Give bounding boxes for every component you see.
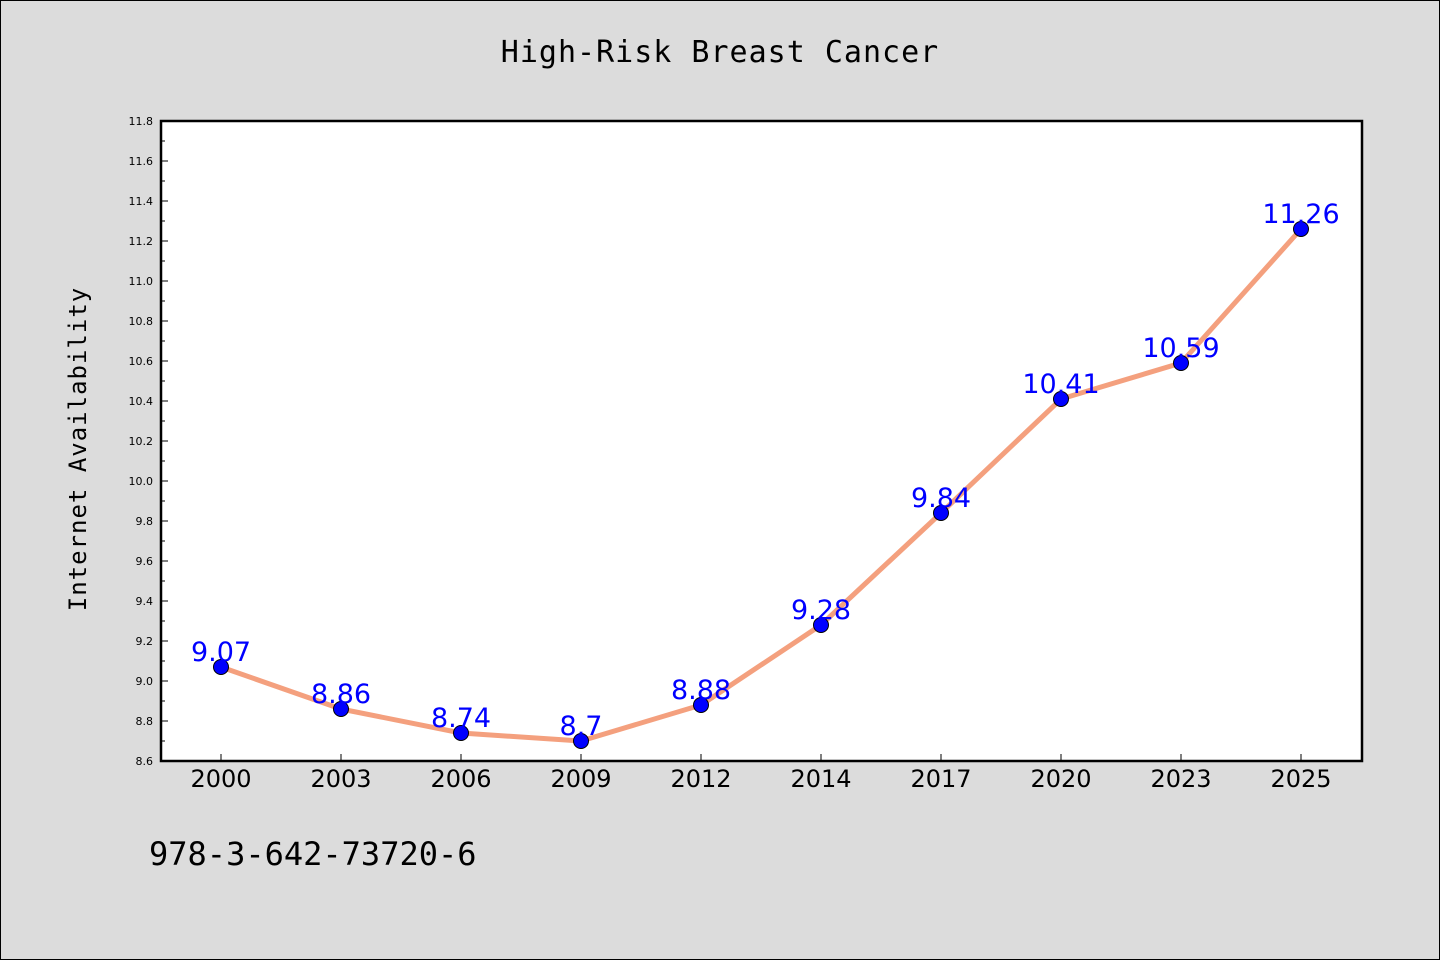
chart-title: High-Risk Breast Cancer <box>500 35 940 70</box>
y-tick-label: 11.6 <box>129 155 154 168</box>
y-tick-label: 11.8 <box>129 115 154 128</box>
x-tick-label: 2017 <box>910 765 971 793</box>
y-tick-label: 10.2 <box>129 435 154 448</box>
data-label: 9.84 <box>911 483 971 514</box>
x-tick-label: 2014 <box>790 765 851 793</box>
x-axis: 2000 2003 2006 2009 2012 2014 2017 2020 2023 2025 <box>190 754 1332 793</box>
data-point <box>213 659 229 675</box>
footnote-isbn: 978-3-642-73720-6 <box>149 835 477 873</box>
x-tick-label: 2023 <box>1150 765 1211 793</box>
y-tick-label: 10.8 <box>129 315 154 328</box>
y-tick-label: 10.4 <box>129 395 154 408</box>
y-tick-label: 11.4 <box>129 195 154 208</box>
y-axis-label: Internet Availability <box>64 287 92 611</box>
y-tick-label: 9.0 <box>136 675 154 688</box>
plot-area <box>159 119 1364 763</box>
y-axis: 8.6 8.8 9.0 9.2 9.4 9.6 9.8 10.0 10.2 10.4 10.6 10.… <box>129 115 168 768</box>
series-line-path <box>218 226 1304 744</box>
x-tick-label: 2000 <box>190 765 251 793</box>
data-label: 9.07 <box>191 637 251 668</box>
data-point <box>333 701 349 717</box>
data-point <box>1053 391 1069 407</box>
data-point <box>813 617 829 633</box>
data-label: 10.41 <box>1022 369 1099 400</box>
data-label: 11.26 <box>1262 199 1339 230</box>
x-tick-label: 2012 <box>670 765 731 793</box>
data-labels: 9.07 8.86 8.74 8.7 8.88 9.28 9.84 10.41 10.59 11.… <box>191 199 1340 742</box>
y-tick-label: 10.0 <box>129 475 154 488</box>
series-points <box>213 221 1309 749</box>
data-label: 8.88 <box>671 675 731 706</box>
data-label: 9.28 <box>791 595 851 626</box>
data-point <box>453 725 469 741</box>
data-label: 10.59 <box>1142 333 1219 364</box>
y-tick-label: 9.2 <box>136 635 154 648</box>
data-label: 8.74 <box>431 703 491 734</box>
x-tick-label: 2006 <box>430 765 491 793</box>
series-line <box>218 226 1304 744</box>
y-tick-label: 11.2 <box>129 235 154 248</box>
y-tick-label: 11.0 <box>129 275 154 288</box>
data-point <box>693 697 709 713</box>
y-tick-label: 10.6 <box>129 355 154 368</box>
data-point <box>933 505 949 521</box>
x-tick-label: 2009 <box>550 765 611 793</box>
data-label: 8.86 <box>311 679 371 710</box>
x-tick-label: 2003 <box>310 765 371 793</box>
data-point <box>1293 221 1309 237</box>
y-tick-label: 8.8 <box>136 715 154 728</box>
y-tick-label: 8.6 <box>136 755 154 768</box>
x-tick-label: 2020 <box>1030 765 1091 793</box>
data-point <box>573 733 589 749</box>
y-tick-label: 9.8 <box>136 515 154 528</box>
x-tick-label: 2025 <box>1270 765 1331 793</box>
y-tick-label: 9.6 <box>136 555 154 568</box>
data-label: 8.7 <box>560 711 603 742</box>
y-tick-label: 9.4 <box>136 595 154 608</box>
data-point <box>1173 355 1189 371</box>
